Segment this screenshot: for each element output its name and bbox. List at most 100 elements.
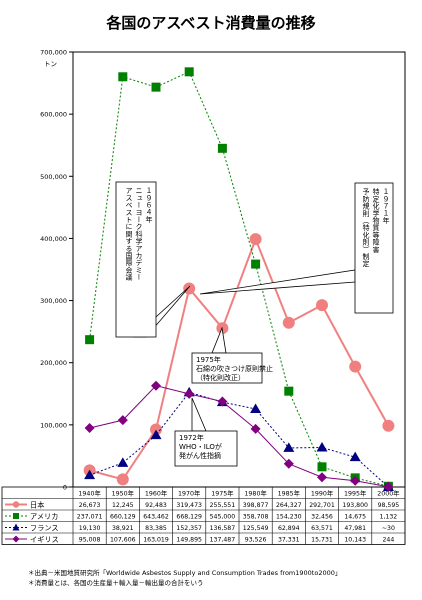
data-table-cell: 292,701 xyxy=(309,502,335,509)
x-category-label: 1950年 xyxy=(112,489,134,498)
data-table-cell: 83,385 xyxy=(145,525,167,532)
series-line-2 xyxy=(89,391,389,488)
data-table-cell: 92,483 xyxy=(145,502,167,509)
data-table-cell: 15,731 xyxy=(311,537,333,544)
annotation-text: WHO・ILOが xyxy=(179,442,222,451)
data-point xyxy=(184,67,194,77)
data-table-cell: 107,606 xyxy=(110,537,136,544)
data-point xyxy=(184,388,195,399)
data-point xyxy=(118,72,128,82)
footnote-source: ＊出典－米国地質研究所「Worldwide Asbestos Supply an… xyxy=(28,569,342,577)
annotation-pointer xyxy=(191,397,207,432)
footnote-definition: ＊消費量とは、各国の生産量＋輸入量－輸出量の合計をいう xyxy=(28,579,204,587)
data-table-cell: 163,019 xyxy=(143,537,169,544)
x-category-label: 1960年 xyxy=(145,489,167,498)
annotation-box xyxy=(115,181,157,338)
data-table-cell: 193,800 xyxy=(342,502,368,509)
data-point xyxy=(85,335,95,345)
x-category-label: 2000年 xyxy=(377,489,399,498)
y-axis-unit: トン xyxy=(44,60,57,68)
y-tick-label: 200,000 xyxy=(40,359,67,367)
data-table-cell: 244 xyxy=(382,537,394,544)
data-table-cell: 98,595 xyxy=(378,502,400,509)
series-line-3 xyxy=(89,385,389,488)
data-table-cell: 37,331 xyxy=(278,537,300,544)
data-table-cell: 152,357 xyxy=(176,525,202,532)
data-point xyxy=(117,415,128,426)
annotation-text: 特定化学物質等障害 xyxy=(372,187,380,254)
legend-marker xyxy=(12,523,20,531)
data-point xyxy=(217,396,228,407)
data-table-cell: 643,462 xyxy=(143,514,169,521)
y-tick-label: 300,000 xyxy=(40,297,67,305)
data-point xyxy=(317,462,327,472)
data-table-cell: 668,129 xyxy=(176,514,202,521)
data-table-cell: 12,245 xyxy=(112,502,134,509)
data-table-cell: 93,526 xyxy=(245,537,267,544)
data-point xyxy=(151,82,161,92)
data-table-cell: 14,675 xyxy=(344,514,366,521)
data-point xyxy=(116,473,129,486)
data-table-cell: 19,130 xyxy=(79,525,101,532)
data-table-cell: 237,071 xyxy=(77,514,103,521)
data-point xyxy=(316,299,328,312)
legend-series-name: イギリス xyxy=(30,535,59,544)
data-point xyxy=(249,233,262,246)
x-category-label: 1975年 xyxy=(211,489,233,498)
data-point xyxy=(117,457,129,467)
data-table-cell: 149,895 xyxy=(176,537,202,544)
x-category-label: 1995年 xyxy=(344,489,366,498)
y-tick-label: 500,000 xyxy=(40,173,67,181)
annotation-pointer xyxy=(199,269,356,295)
legend-series-name: アメリカ xyxy=(30,512,58,521)
data-table-cell: 136,587 xyxy=(210,525,236,532)
annotation-text: 1972年 xyxy=(179,433,204,442)
data-table-cell: 95,008 xyxy=(79,537,101,544)
data-point xyxy=(350,475,361,486)
data-table-cell: 47,981 xyxy=(344,525,366,532)
data-point xyxy=(383,481,394,492)
y-tick-label: 600,000 xyxy=(40,111,67,119)
data-table-cell: 255,551 xyxy=(210,502,236,509)
annotation-text: １９７１年 xyxy=(382,188,390,225)
data-point xyxy=(349,451,361,462)
data-point xyxy=(250,403,262,413)
data-table-cell: 358,708 xyxy=(243,514,269,521)
x-category-label: 1940年 xyxy=(78,489,100,498)
data-point xyxy=(84,469,96,480)
annotation-box xyxy=(191,352,263,384)
x-category-label: 1970年 xyxy=(178,489,200,498)
annotation-box xyxy=(354,182,394,314)
data-point xyxy=(284,386,294,396)
data-table-cell: 38,921 xyxy=(112,525,134,532)
data-table-cell: 319,473 xyxy=(176,502,202,509)
data-table-cell: 10,143 xyxy=(344,537,366,544)
data-point xyxy=(382,419,395,432)
data-point xyxy=(316,441,328,452)
legend-marker xyxy=(12,535,20,543)
data-point xyxy=(84,422,95,433)
data-table-cell: 32,456 xyxy=(311,514,333,521)
data-point xyxy=(150,429,162,440)
data-table-cell: 26,673 xyxy=(79,502,101,509)
data-table-cell: 62,894 xyxy=(278,525,300,532)
data-point xyxy=(317,472,327,483)
data-point xyxy=(282,316,295,329)
annotation-text: 発がん性指摘 xyxy=(179,451,221,460)
data-point xyxy=(283,442,295,452)
legend-series-name: 日本 xyxy=(30,500,44,509)
annotation-text: ニューヨーク科学アカデミー xyxy=(135,187,143,281)
data-table-cell: 398,877 xyxy=(243,502,269,509)
data-table-cell: 1,132 xyxy=(380,514,398,521)
annotation-text: アスベストに関する国際会議 xyxy=(125,187,133,281)
chart-title: 各国のアスベスト消費量の推移 xyxy=(106,14,316,32)
data-table-cell: 125,549 xyxy=(243,525,269,532)
x-category-label: 1990年 xyxy=(311,489,333,498)
data-table-cell: 545,000 xyxy=(210,514,236,521)
data-point xyxy=(250,423,261,434)
data-point xyxy=(251,259,261,269)
series-line-0 xyxy=(89,236,390,481)
data-point xyxy=(151,380,161,391)
annotation-text: 1975年 xyxy=(196,355,221,364)
